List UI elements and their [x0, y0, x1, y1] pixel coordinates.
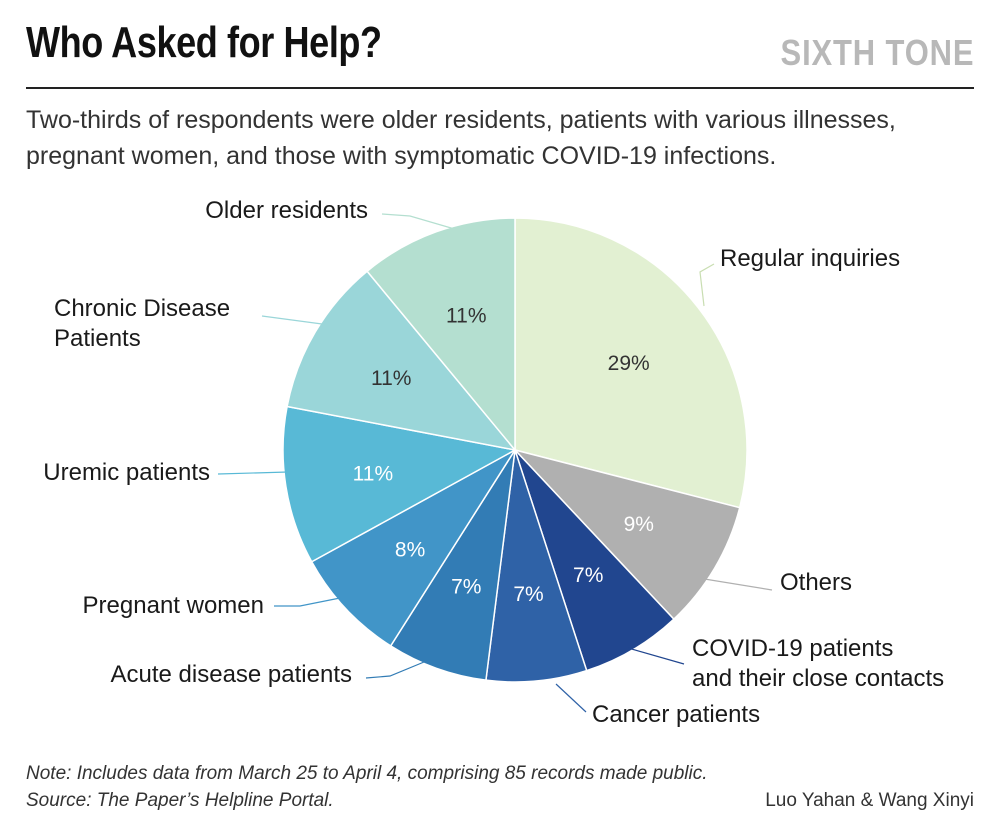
page-title: Who Asked for Help?	[26, 18, 382, 67]
pie-slice	[389, 449, 516, 682]
brand-logo: SIXTH TONE	[780, 32, 974, 73]
leader-line	[699, 263, 715, 307]
slice-category-label: Chronic Disease Patients	[54, 295, 230, 352]
chart-subtitle: Two-thirds of respondents were older res…	[26, 106, 896, 170]
slice-value-label: 11%	[371, 367, 411, 390]
pie-slice	[512, 448, 741, 621]
pie-slice	[282, 405, 518, 563]
slice-value-label: 7%	[451, 575, 481, 598]
slice-category-label: Uremic patients	[43, 459, 210, 486]
slice-category-label: Regular inquiries	[720, 245, 900, 272]
pie-slice	[286, 270, 517, 452]
slice-value-label: 29%	[608, 352, 650, 375]
leader-line	[274, 597, 341, 607]
chart-note: Note: Includes data from March 25 to Apr…	[26, 760, 708, 814]
slice-category-label: Pregnant women	[83, 592, 264, 619]
leader-line	[685, 575, 773, 591]
author-credit: Luo Yahan & Wang Xinyi	[765, 790, 974, 811]
slice-category-label: COVID-19 patients and their close contact…	[692, 635, 944, 692]
leader-line	[555, 683, 587, 713]
slice-value-label: 11%	[353, 463, 393, 486]
leader-line	[627, 647, 685, 665]
leader-line	[365, 661, 425, 679]
note-text: Note: Includes data from March 25 to Apr…	[26, 763, 708, 784]
pie-slice	[514, 217, 748, 509]
slice-value-label: 8%	[395, 539, 425, 562]
slice-category-label: Acute disease patients	[111, 661, 353, 688]
slice-value-label: 11%	[446, 305, 486, 328]
title-divider	[26, 87, 974, 89]
slice-value-label: 9%	[624, 513, 654, 536]
leader-line	[261, 315, 323, 325]
leader-line	[381, 213, 459, 231]
slice-category-label: Others	[780, 569, 852, 596]
source-text: Source: The Paper’s Helpline Portal.	[26, 790, 334, 811]
slice-value-label: 7%	[573, 564, 603, 587]
pie-slice	[366, 217, 516, 453]
leader-line	[217, 471, 289, 475]
slice-value-label: 7%	[513, 583, 543, 606]
slice-category-label: Older residents	[205, 197, 368, 224]
slice-category-label: Cancer patients	[592, 701, 760, 728]
pie-slice	[310, 449, 516, 647]
pie-slice	[485, 449, 588, 683]
